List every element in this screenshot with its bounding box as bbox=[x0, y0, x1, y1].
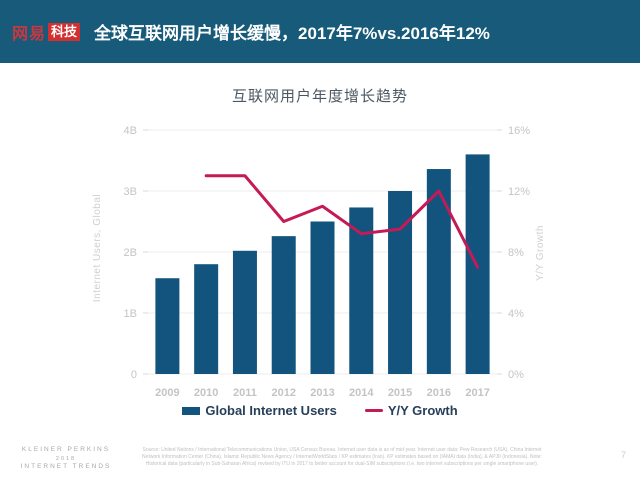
right-axis-label: 12% bbox=[508, 186, 530, 198]
chart-legend: Global Internet Users Y/Y Growth bbox=[0, 403, 640, 418]
bar-2016 bbox=[426, 169, 451, 374]
header-bar: 网易 科技 全球互联网用户增长缓慢，2017年7%vs.2016年12% bbox=[0, 0, 640, 63]
netease-logo-text: 网易 bbox=[12, 25, 47, 43]
right-axis-label: 0% bbox=[508, 369, 524, 381]
x-axis-label-2010: 2010 bbox=[194, 387, 218, 399]
brand-line: KLEINER PERKINS bbox=[21, 446, 111, 453]
source-footnote: Source: United Nations / International T… bbox=[142, 447, 542, 468]
bar-2009 bbox=[155, 278, 180, 374]
x-axis-label-2017: 2017 bbox=[465, 387, 489, 399]
x-axis-label-2014: 2014 bbox=[349, 387, 374, 399]
x-axis-label-2009: 2009 bbox=[155, 387, 179, 399]
x-axis-label-2013: 2013 bbox=[310, 387, 334, 399]
bar-2013 bbox=[310, 221, 335, 374]
left-axis-title: Internet Users, Global bbox=[92, 194, 103, 302]
legend-item-bars: Global Internet Users bbox=[182, 403, 337, 418]
page-number: 7 bbox=[620, 450, 626, 460]
x-axis-label-2015: 2015 bbox=[388, 387, 412, 399]
bar-series-label: Global Internet Users bbox=[205, 403, 337, 418]
kleiner-perkins-brand: KLEINER PERKINS 2018 INTERNET TRENDS bbox=[0, 446, 132, 471]
bar-2015 bbox=[388, 191, 413, 374]
left-axis-label: 1B bbox=[124, 308, 137, 320]
tech-logo-badge: 科技 bbox=[48, 22, 81, 41]
left-axis-label: 4B bbox=[124, 125, 137, 137]
right-axis-label: 8% bbox=[508, 247, 524, 259]
bar-2012 bbox=[271, 236, 296, 374]
legend-item-line: Y/Y Growth bbox=[364, 403, 458, 418]
x-axis-label-2012: 2012 bbox=[271, 387, 295, 399]
netease-tech-logo: 网易 科技 bbox=[12, 20, 81, 44]
right-axis-label: 4% bbox=[508, 308, 524, 320]
right-axis-label: 16% bbox=[508, 125, 530, 137]
left-axis-label: 0 bbox=[131, 369, 137, 381]
line-series-swatch bbox=[364, 409, 383, 412]
bar-2014 bbox=[349, 207, 374, 374]
left-axis-label: 2B bbox=[124, 247, 137, 259]
article-headline: 全球互联网用户增长缓慢，2017年7%vs.2016年12% bbox=[94, 24, 490, 43]
bar-2011 bbox=[232, 250, 257, 374]
line-series-label: Y/Y Growth bbox=[387, 403, 458, 418]
bar-series-swatch bbox=[182, 406, 201, 415]
bar-2010 bbox=[194, 264, 219, 374]
brand-line: INTERNET TRENDS bbox=[20, 462, 112, 470]
brand-line: 2018 bbox=[55, 455, 77, 462]
chart-title: 互联网用户年度增长趋势 bbox=[231, 88, 408, 105]
x-axis-label-2011: 2011 bbox=[233, 387, 257, 399]
yoy-growth-line bbox=[204, 174, 480, 269]
left-axis-label: 3B bbox=[124, 186, 137, 198]
right-axis-title: Y/Y Growth bbox=[535, 225, 546, 281]
x-axis-label-2016: 2016 bbox=[427, 387, 451, 399]
